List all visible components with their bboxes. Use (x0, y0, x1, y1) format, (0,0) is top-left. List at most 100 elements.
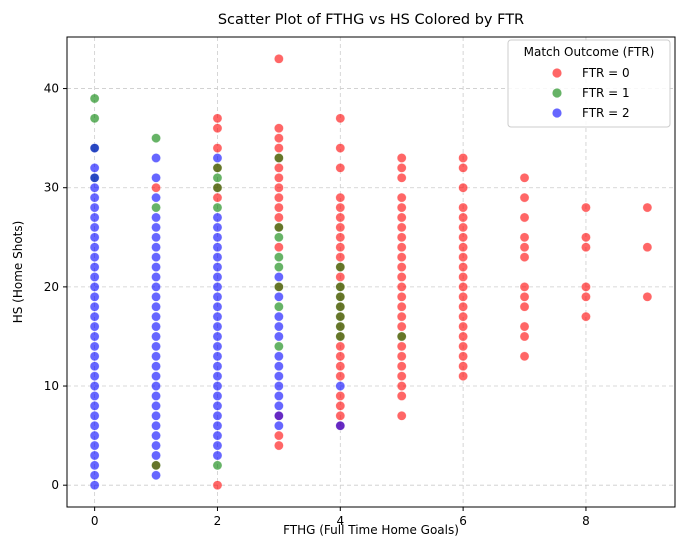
data-point-ftr-0 (335, 222, 346, 233)
data-point-ftr-0 (581, 291, 591, 302)
legend-label-ftr-2: FTR = 2 (582, 106, 630, 120)
data-point-ftr-2 (151, 272, 161, 282)
data-point-ftr-2 (89, 480, 100, 491)
y-tick-label: 40 (44, 82, 59, 96)
data-point-ftr-0 (335, 192, 346, 203)
data-point-ftr-0 (519, 252, 530, 263)
data-point-ftr-1 (273, 252, 284, 263)
data-point-ftr-0 (273, 440, 284, 451)
data-point-ftr-0 (458, 272, 469, 282)
data-point-ftr-2 (89, 232, 100, 243)
data-point-ftr-0 (273, 430, 284, 441)
data-point-ftr-2 (335, 381, 346, 391)
y-tick-label: 10 (44, 379, 59, 393)
data-point-ftr-2 (151, 172, 161, 183)
data-point-ftr-2 (151, 192, 161, 203)
data-point-ftr-2 (212, 291, 223, 302)
data-point-ftr-2 (273, 420, 284, 431)
data-point-ftr-2 (212, 262, 223, 272)
legend-label-ftr-0: FTR = 0 (582, 66, 630, 80)
data-point-ftr-0 (642, 291, 653, 302)
data-point-ftr-2 (212, 212, 223, 223)
data-point-ftr-1 (335, 281, 346, 292)
data-point-ftr-2 (212, 440, 223, 451)
legend-marker-ftr-0 (552, 68, 562, 78)
data-point-ftr-0 (335, 143, 346, 153)
data-point-ftr-0 (396, 222, 407, 233)
data-point-ftr-0 (396, 351, 407, 362)
data-point-ftr-2 (273, 291, 284, 302)
data-point-ftr-2 (89, 301, 100, 312)
data-point-ftr-0 (519, 242, 530, 253)
data-point-ftr-0 (273, 202, 284, 213)
grid (67, 37, 675, 507)
data-point-ftr-0 (396, 192, 407, 203)
data-point-ftr-2 (273, 410, 284, 421)
data-point-ftr-2 (151, 371, 161, 382)
data-point-ftr-2 (151, 341, 161, 352)
data-point-ftr-2 (212, 420, 223, 431)
x-tick-label: 2 (214, 514, 222, 528)
data-point-ftr-2 (273, 331, 284, 342)
data-point-ftr-1 (212, 460, 223, 471)
data-point-ftr-0 (458, 311, 469, 322)
data-point-ftr-2 (212, 153, 223, 163)
data-point-ftr-2 (89, 281, 100, 292)
y-tick-label: 30 (44, 181, 59, 195)
data-point-ftr-2 (151, 252, 161, 263)
data-point-ftr-2 (212, 301, 223, 312)
data-point-ftr-2 (89, 291, 100, 302)
data-point-ftr-2 (151, 222, 161, 233)
data-point-ftr-0 (335, 400, 346, 411)
data-point-ftr-0 (396, 410, 407, 421)
data-point-ftr-0 (335, 410, 346, 421)
data-point-ftr-0 (335, 232, 346, 243)
chart-title: Scatter Plot of FTHG vs HS Colored by FT… (218, 12, 524, 28)
data-point-ftr-0 (212, 192, 223, 203)
data-point-ftr-1 (335, 321, 346, 332)
data-point-ftr-2 (212, 361, 223, 372)
data-point-ftr-0 (396, 311, 407, 322)
data-point-ftr-2 (273, 400, 284, 411)
data-point-ftr-1 (151, 202, 161, 213)
data-point-ftr-0 (458, 301, 469, 312)
data-point-ftr-2 (151, 361, 161, 372)
data-point-ftr-2 (89, 182, 100, 193)
data-point-ftr-0 (396, 391, 407, 401)
data-point-ftr-2 (151, 400, 161, 411)
data-point-ftr-2 (273, 351, 284, 362)
data-point-ftr-0 (273, 162, 284, 173)
data-point-ftr-2 (151, 430, 161, 441)
data-point-ftr-0 (396, 252, 407, 263)
legend-title: Match Outcome (FTR) (524, 45, 655, 59)
data-point-ftr-1 (212, 182, 223, 193)
data-point-ftr-2 (151, 291, 161, 302)
data-point-ftr-0 (458, 162, 469, 173)
data-point-ftr-0 (458, 242, 469, 253)
data-point-ftr-2 (212, 381, 223, 391)
data-point-ftr-2 (151, 212, 161, 223)
data-point-ftr-2 (89, 242, 100, 253)
data-point-ftr-2 (151, 281, 161, 292)
data-point-ftr-0 (458, 222, 469, 233)
data-point-ftr-1 (212, 162, 223, 173)
data-point-ftr-2 (89, 252, 100, 263)
data-point-ftr-0 (396, 361, 407, 372)
data-point-ftr-2 (212, 252, 223, 263)
data-point-ftr-0 (396, 172, 407, 183)
data-point-ftr-0 (335, 371, 346, 382)
data-point-ftr-2 (212, 400, 223, 411)
data-point-ftr-0 (396, 341, 407, 352)
data-point-ftr-2 (151, 331, 161, 342)
data-point-ftr-2 (89, 143, 100, 153)
legend-marker-ftr-2 (552, 108, 562, 118)
legend: Match Outcome (FTR) FTR = 0 FTR = 1 FTR = … (507, 39, 671, 128)
data-point-ftr-1 (273, 281, 284, 292)
data-point-ftr-2 (151, 351, 161, 362)
data-point-ftr-2 (151, 321, 161, 332)
y-tick-label: 0 (51, 478, 59, 492)
data-point-ftr-2 (89, 321, 100, 332)
data-point-ftr-2 (89, 162, 100, 173)
data-point-ftr-0 (519, 172, 530, 183)
data-point-ftr-0 (519, 192, 530, 203)
